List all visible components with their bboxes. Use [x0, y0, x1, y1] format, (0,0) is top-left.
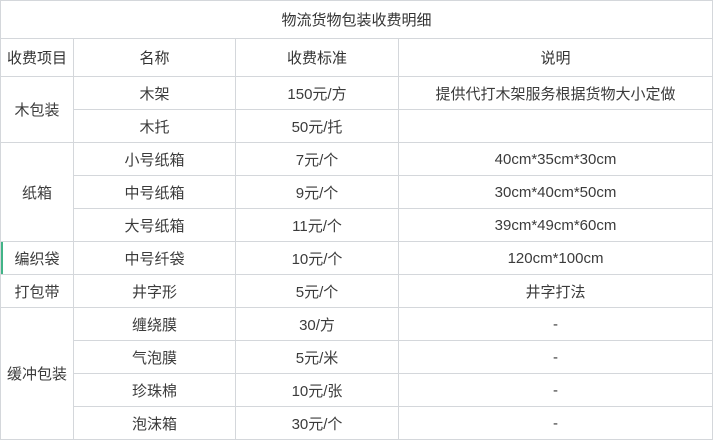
category-cell: 缓冲包装: [0, 307, 74, 440]
note-cell: 30cm*40cm*50cm: [397, 175, 714, 209]
item-name-cell: 气泡膜: [73, 340, 236, 374]
item-name-cell: 中号纸箱: [73, 175, 236, 209]
category-cell: 纸箱: [0, 142, 74, 242]
item-name-cell: 泡沫箱: [73, 406, 236, 440]
item-name-cell: 珍珠棉: [73, 373, 236, 407]
price-cell: 11元/个: [235, 208, 399, 242]
price-cell: 50元/托: [235, 109, 399, 143]
table-row: 大号纸箱 11元/个 39cm*49cm*60cm: [1, 208, 714, 242]
header-row: 收费项目 名称 收费标准 说明: [0, 38, 714, 77]
price-cell: 10元/个: [235, 241, 399, 275]
category-cell: 打包带: [0, 274, 74, 308]
green-accent-bar: [1, 242, 3, 274]
title-row: 物流货物包装收费明细: [0, 0, 714, 39]
table-row: 木包装 木架 150元/方 提供代打木架服务根据货物大小定做: [0, 76, 714, 143]
table-row: 缓冲包装 缠绕膜 30/方 -: [0, 307, 714, 440]
note-cell: -: [397, 406, 714, 440]
price-cell: 30元/个: [235, 406, 399, 440]
price-cell: 150元/方: [235, 76, 399, 110]
item-name-cell: 井字形: [73, 274, 236, 308]
note-cell: 39cm*49cm*60cm: [397, 208, 714, 242]
price-cell: 30/方: [235, 307, 399, 341]
category-cell: 木包装: [0, 76, 74, 143]
table-row: 编织袋 中号纤袋 10元/个 120cm*100cm: [0, 241, 714, 275]
item-name-cell: 木架: [73, 76, 236, 110]
note-cell: 40cm*35cm*30cm: [397, 142, 714, 176]
note-cell: 提供代打木架服务根据货物大小定做: [397, 76, 714, 110]
note-cell: 井字打法: [397, 274, 714, 308]
column-header-2: 收费标准: [235, 38, 399, 77]
category-cell: 编织袋: [0, 241, 74, 275]
table-row: 珍珠棉 10元/张 -: [1, 373, 714, 407]
note-cell: 120cm*100cm: [397, 241, 714, 275]
column-header-1: 名称: [73, 38, 236, 77]
note-cell: -: [397, 307, 714, 341]
table-row: 纸箱 小号纸箱 7元/个 40cm*35cm*30cm: [0, 142, 714, 242]
price-cell: 5元/米: [235, 340, 399, 374]
item-name-cell: 大号纸箱: [73, 208, 236, 242]
price-cell: 5元/个: [235, 274, 399, 308]
item-name-cell: 缠绕膜: [73, 307, 236, 341]
table-row: 打包带 井字形 5元/个 井字打法: [0, 274, 714, 308]
price-cell: 9元/个: [235, 175, 399, 209]
item-name-cell: 小号纸箱: [73, 142, 236, 176]
note-cell: -: [397, 340, 714, 374]
table-row: 中号纸箱 9元/个 30cm*40cm*50cm: [1, 175, 714, 209]
item-name-cell: 中号纤袋: [73, 241, 236, 275]
page-title: 物流货物包装收费明细: [0, 0, 714, 39]
price-cell: 7元/个: [235, 142, 399, 176]
table-row: 木托 50元/托: [1, 109, 714, 143]
note-cell: [397, 109, 714, 143]
note-cell: -: [397, 373, 714, 407]
price-cell: 10元/张: [235, 373, 399, 407]
column-header-0: 收费项目: [0, 38, 74, 77]
column-header-3: 说明: [397, 38, 714, 77]
table-row: 泡沫箱 30元/个 -: [1, 406, 714, 440]
item-name-cell: 木托: [73, 109, 236, 143]
table-row: 气泡膜 5元/米 -: [1, 340, 714, 374]
